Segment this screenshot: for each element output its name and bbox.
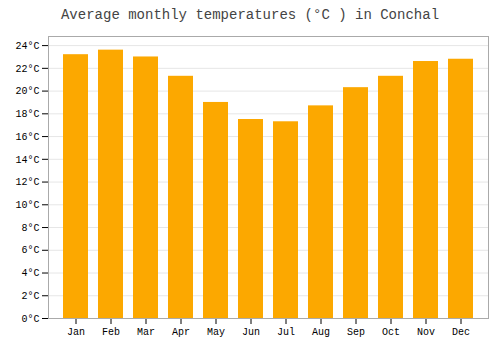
svg-text:Oct: Oct <box>382 327 400 338</box>
svg-text:Mar: Mar <box>137 327 155 338</box>
svg-text:20°C: 20°C <box>15 86 39 97</box>
svg-text:2°C: 2°C <box>21 291 39 302</box>
svg-text:Feb: Feb <box>102 327 120 338</box>
svg-text:0°C: 0°C <box>21 314 39 325</box>
svg-text:16°C: 16°C <box>15 132 39 143</box>
svg-text:12°C: 12°C <box>15 177 39 188</box>
svg-text:8°C: 8°C <box>21 223 39 234</box>
svg-text:14°C: 14°C <box>15 155 39 166</box>
svg-text:18°C: 18°C <box>15 109 39 120</box>
svg-text:Aug: Aug <box>312 327 330 338</box>
svg-text:Apr: Apr <box>172 327 190 338</box>
html-text:Average monthly temperatures (: Average monthly temperatures (°C ) in Co… <box>61 7 439 23</box>
svg-text:10°C: 10°C <box>15 200 39 211</box>
svg-text:22°C: 22°C <box>15 64 39 75</box>
svg-text:Jun: Jun <box>242 327 260 338</box>
svg-text:Dec: Dec <box>452 327 470 338</box>
svg-text:6°C: 6°C <box>21 245 39 256</box>
svg-text:24°C: 24°C <box>15 41 39 52</box>
svg-text:Jul: Jul <box>277 327 295 338</box>
svg-text:May: May <box>207 327 225 338</box>
svg-text:Jan: Jan <box>67 327 85 338</box>
svg-text:Nov: Nov <box>417 327 435 338</box>
svg-text:Sep: Sep <box>347 327 365 338</box>
svg-text:4°C: 4°C <box>21 268 39 279</box>
